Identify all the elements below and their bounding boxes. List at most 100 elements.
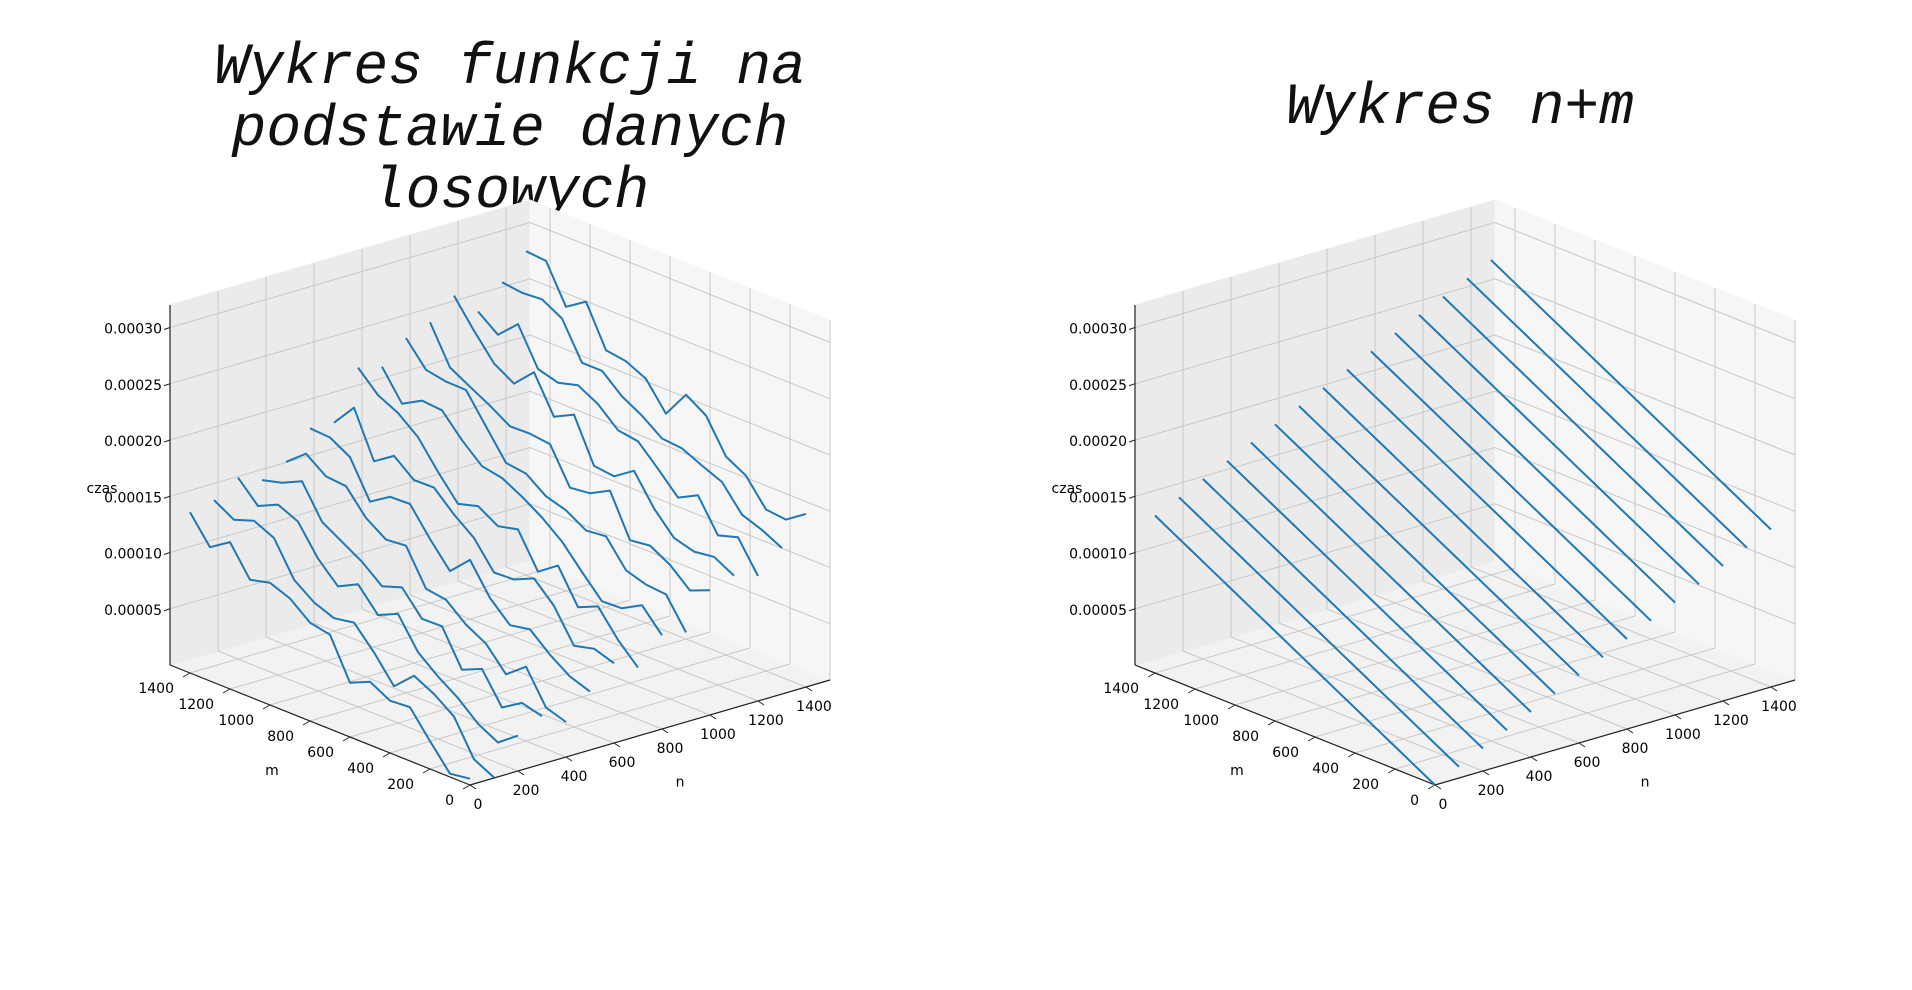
n-tick-mark: [613, 742, 621, 748]
n-tick-mark: [1722, 700, 1730, 706]
n-tick-label: 600: [1574, 755, 1601, 771]
grid-line-n: [265, 277, 567, 758]
z-tick-label: 0.00030: [1069, 322, 1127, 338]
n-tick-mark: [805, 686, 813, 692]
z-tick-mark: [163, 327, 171, 330]
grid-line-z: [169, 221, 831, 343]
n-tick-label: 1000: [1665, 727, 1701, 743]
grid-line-n: [505, 207, 807, 688]
m-tick-mark: [462, 784, 471, 790]
grid-line-z: [1134, 221, 1796, 343]
n-tick-mark: [1578, 742, 1586, 748]
n-tick-label: 800: [1622, 741, 1649, 757]
m-tick-mark: [342, 736, 351, 742]
n-tick-label: 200: [513, 783, 540, 799]
data-lines: [189, 250, 807, 780]
series-line-n-1100: [1418, 314, 1700, 586]
m-tick-mark: [1427, 784, 1436, 790]
m-tick-mark: [382, 752, 391, 758]
chart-title-random: Wykres funkcji na podstawie danych losow…: [214, 36, 806, 225]
m-axis-label: m: [1230, 763, 1244, 779]
z-axis-label: czas: [1052, 481, 1083, 497]
z-tick-mark: [1128, 608, 1136, 612]
grid-line-n: [361, 249, 663, 730]
n-tick-label: 600: [609, 755, 636, 771]
grid-line-m: [269, 240, 631, 706]
m-tick-label: 1400: [138, 681, 174, 697]
grid-line-m: [1194, 224, 1556, 690]
n-tick-mark: [517, 770, 525, 776]
grid-line-n: [1326, 249, 1628, 730]
series-line-n-1200: [1442, 295, 1724, 567]
grid-line-m: [1274, 256, 1636, 722]
series-line-n-800: [381, 366, 663, 636]
z-tick-label: 0.00005: [1069, 603, 1127, 619]
z-tick-label: 0.00015: [1069, 490, 1127, 506]
m-tick-label: 1200: [1143, 697, 1179, 713]
m-tick-label: 0: [1410, 793, 1419, 809]
grid-line-z: [169, 334, 831, 456]
n-tick-label: 0: [474, 797, 483, 813]
grid-line-m: [1394, 304, 1756, 770]
grid-line-z: [1134, 278, 1796, 400]
m-tick-label: 1000: [218, 713, 254, 729]
grid-line-n: [1422, 221, 1724, 702]
grid-line-z: [1134, 390, 1796, 512]
m-tick-mark: [1267, 720, 1276, 726]
grid-line-n: [457, 221, 759, 702]
z-tick-label: 0.00020: [1069, 434, 1127, 450]
z-tick-mark: [1128, 495, 1136, 499]
grid-line-z: [1134, 503, 1796, 625]
m-tick-mark: [1387, 768, 1396, 774]
series-line-n-500: [1274, 423, 1556, 695]
m-tick-label: 800: [1232, 729, 1259, 745]
series-line-n-1200: [477, 310, 759, 577]
n-tick-mark: [1626, 728, 1634, 734]
z-tick-label: 0.00025: [104, 378, 162, 394]
series-line-n-1400: [1490, 259, 1772, 531]
m-tick-mark: [1187, 688, 1196, 694]
m-tick-label: 1000: [1183, 713, 1219, 729]
m-axis-line: [1134, 664, 1436, 786]
m-axis-label: m: [265, 763, 279, 779]
m-tick-mark: [1347, 752, 1356, 758]
grid-line-m: [309, 256, 671, 722]
axes: [1134, 305, 1796, 786]
grid-line-n: [313, 263, 615, 744]
m-tick-label: 600: [307, 745, 334, 761]
series-line-n-700: [357, 367, 639, 669]
m-tick-mark: [1147, 672, 1156, 678]
z-tick-label: 0.00030: [104, 322, 162, 338]
z-tick-mark: [1128, 327, 1136, 330]
z-tick-mark: [1128, 552, 1136, 555]
n-tick-label: 1000: [700, 727, 736, 743]
series-line-n-1300: [1466, 277, 1748, 549]
m-tick-label: 600: [1272, 745, 1299, 761]
n-tick-mark: [709, 714, 717, 720]
m-tick-mark: [182, 672, 191, 678]
grid-line-m: [429, 304, 791, 770]
n-tick-mark: [1674, 714, 1682, 720]
m-tick-mark: [1307, 736, 1316, 742]
series-line-n-1400: [525, 250, 807, 521]
m-tick-label: 800: [267, 729, 294, 745]
n-tick-label: 0: [1439, 797, 1448, 813]
series-line-n-400: [1250, 441, 1532, 713]
series-line-n-0: [1154, 514, 1436, 786]
grid-line-n: [1230, 277, 1532, 758]
n-tick-mark: [469, 784, 477, 790]
grid-line-m: [349, 272, 711, 738]
z-tick-mark: [163, 495, 171, 499]
z-tick-label: 0.00005: [104, 603, 162, 619]
n-tick-label: 400: [561, 769, 588, 785]
chart-3d-random: 0200400600800100012001400020040060080010…: [87, 199, 832, 813]
m-tick-label: 200: [387, 777, 414, 793]
series-line-n-1300: [501, 281, 783, 549]
n-axis-line: [1434, 679, 1796, 786]
grid-line-n: [1182, 291, 1484, 772]
n-tick-mark: [565, 756, 573, 762]
n-tick-label: 800: [657, 741, 684, 757]
n-tick-mark: [1434, 784, 1442, 790]
z-tick-label: 0.00015: [104, 490, 162, 506]
